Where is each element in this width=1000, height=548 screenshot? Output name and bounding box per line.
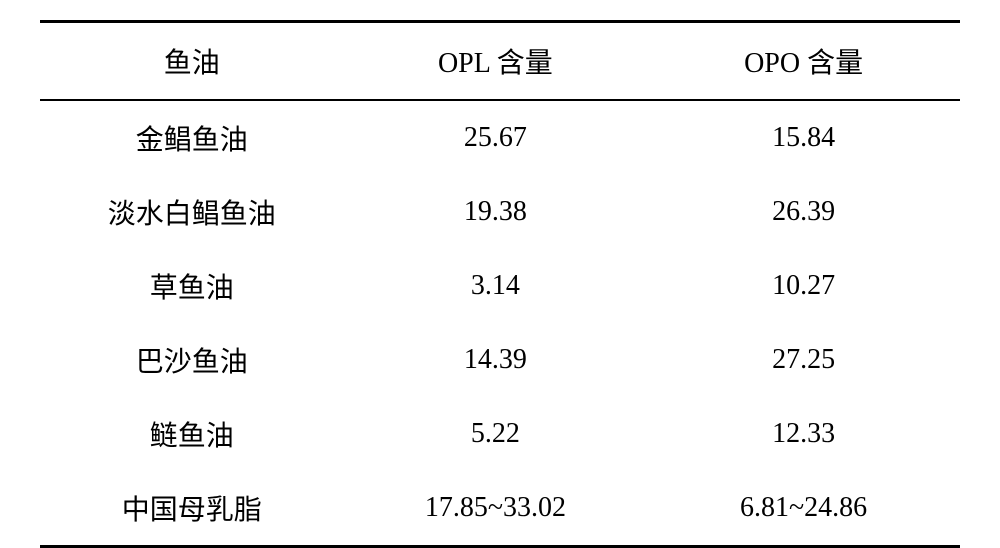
cell-opo: 15.84 (647, 100, 960, 175)
table-row: 巴沙鱼油 14.39 27.25 (40, 323, 960, 397)
cell-opo: 10.27 (647, 249, 960, 323)
cell-name: 中国母乳脂 (40, 471, 344, 547)
cell-name: 鲢鱼油 (40, 397, 344, 471)
table-header-row: 鱼油 OPL 含量 OPO 含量 (40, 22, 960, 101)
fish-oil-table: 鱼油 OPL 含量 OPO 含量 金鲳鱼油 25.67 15.84 淡水白鲳鱼油… (40, 20, 960, 548)
cell-opo: 26.39 (647, 175, 960, 249)
col-header-opl: OPL 含量 (344, 22, 648, 101)
cell-opl: 25.67 (344, 100, 648, 175)
cell-opl: 17.85~33.02 (344, 471, 648, 547)
cell-name: 草鱼油 (40, 249, 344, 323)
table-row: 草鱼油 3.14 10.27 (40, 249, 960, 323)
cell-name: 淡水白鲳鱼油 (40, 175, 344, 249)
cell-opl: 14.39 (344, 323, 648, 397)
cell-opl: 19.38 (344, 175, 648, 249)
table-row: 鲢鱼油 5.22 12.33 (40, 397, 960, 471)
cell-opo: 6.81~24.86 (647, 471, 960, 547)
cell-opl: 5.22 (344, 397, 648, 471)
cell-opo: 27.25 (647, 323, 960, 397)
data-table-container: 鱼油 OPL 含量 OPO 含量 金鲳鱼油 25.67 15.84 淡水白鲳鱼油… (40, 20, 960, 548)
cell-opl: 3.14 (344, 249, 648, 323)
table-row: 金鲳鱼油 25.67 15.84 (40, 100, 960, 175)
cell-name: 巴沙鱼油 (40, 323, 344, 397)
table-row: 淡水白鲳鱼油 19.38 26.39 (40, 175, 960, 249)
cell-name: 金鲳鱼油 (40, 100, 344, 175)
cell-opo: 12.33 (647, 397, 960, 471)
col-header-opo: OPO 含量 (647, 22, 960, 101)
col-header-fish-oil: 鱼油 (40, 22, 344, 101)
table-row: 中国母乳脂 17.85~33.02 6.81~24.86 (40, 471, 960, 547)
